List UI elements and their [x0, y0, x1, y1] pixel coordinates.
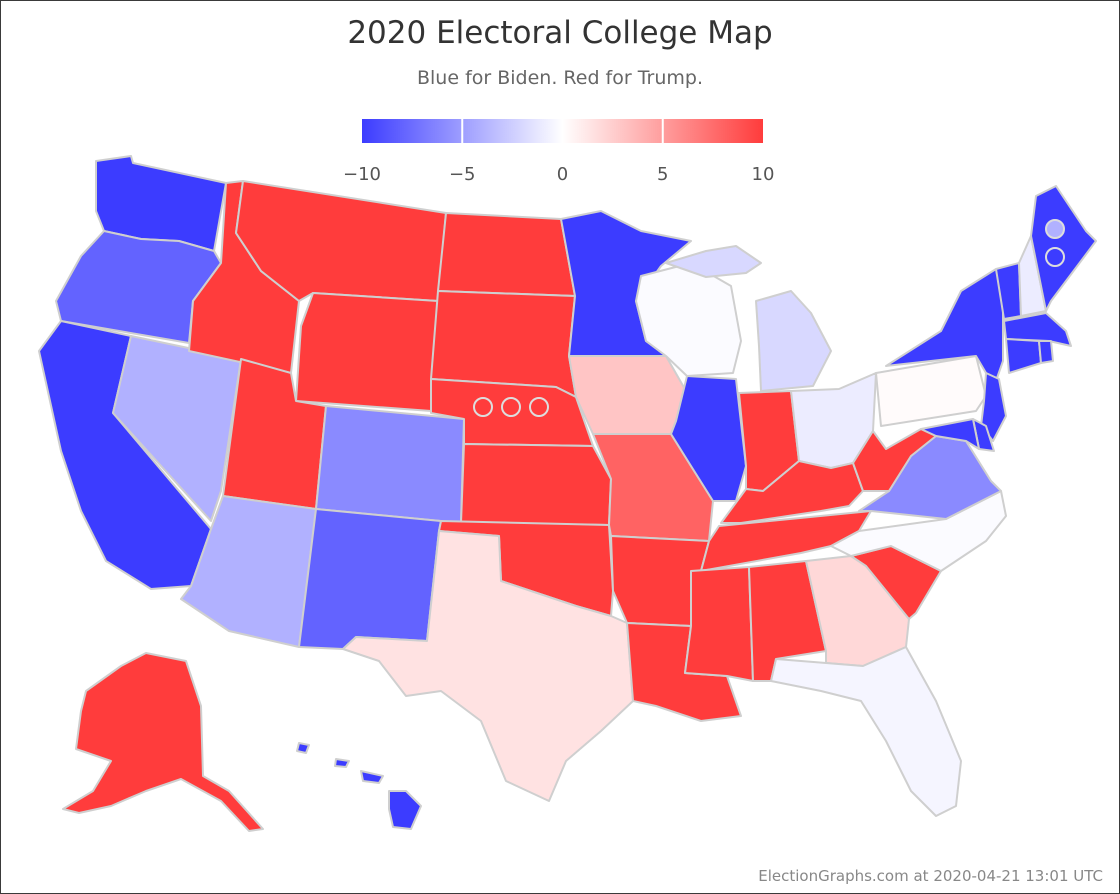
legend-tick-label: 10: [752, 164, 775, 185]
state-mi[interactable]: [665, 245, 832, 392]
state-wy[interactable]: [295, 292, 439, 412]
credits-text[interactable]: ElectionGraphs.com at 2020-04-21 13:01 U…: [758, 867, 1103, 885]
state-md[interactable]: [920, 418, 980, 450]
state-hi[interactable]: [296, 742, 422, 830]
map-title: 2020 Electoral College Map: [347, 15, 773, 51]
state-nj[interactable]: [980, 372, 1007, 442]
state-ri[interactable]: [1038, 340, 1054, 364]
state-fl[interactable]: [770, 646, 962, 817]
maine-district-2-marker[interactable]: [1045, 247, 1065, 267]
state-ks[interactable]: [460, 443, 612, 526]
legend-tick-label: 0: [557, 164, 568, 185]
maine-district-1-marker[interactable]: [1045, 219, 1065, 239]
state-nd[interactable]: [437, 212, 576, 297]
state-pa[interactable]: [875, 355, 987, 427]
state-ct[interactable]: [1005, 338, 1042, 374]
state-nm[interactable]: [298, 508, 442, 650]
state-co[interactable]: [315, 405, 465, 524]
state-ny[interactable]: [885, 268, 1004, 382]
legend-tick-label: 5: [657, 164, 668, 185]
state-tx[interactable]: [342, 530, 634, 802]
state-ia[interactable]: [568, 355, 687, 435]
legend-ticks: −10 −5 0 5 10: [343, 119, 774, 185]
map-subtitle: Blue for Biden. Red for Trump.: [416, 67, 703, 89]
legend-tick-label: −5: [449, 164, 476, 185]
state-ms[interactable]: [684, 566, 754, 682]
state-me[interactable]: [1030, 185, 1097, 312]
nebraska-district-2-marker[interactable]: [501, 397, 521, 417]
nebraska-district-3-marker[interactable]: [529, 397, 549, 417]
nebraska-district-1-marker[interactable]: [473, 397, 493, 417]
state-il[interactable]: [670, 375, 747, 502]
legend-tick-label: −10: [343, 164, 381, 185]
color-legend: −10 −5 0 5 10: [343, 119, 774, 185]
state-ak[interactable]: [62, 652, 264, 832]
